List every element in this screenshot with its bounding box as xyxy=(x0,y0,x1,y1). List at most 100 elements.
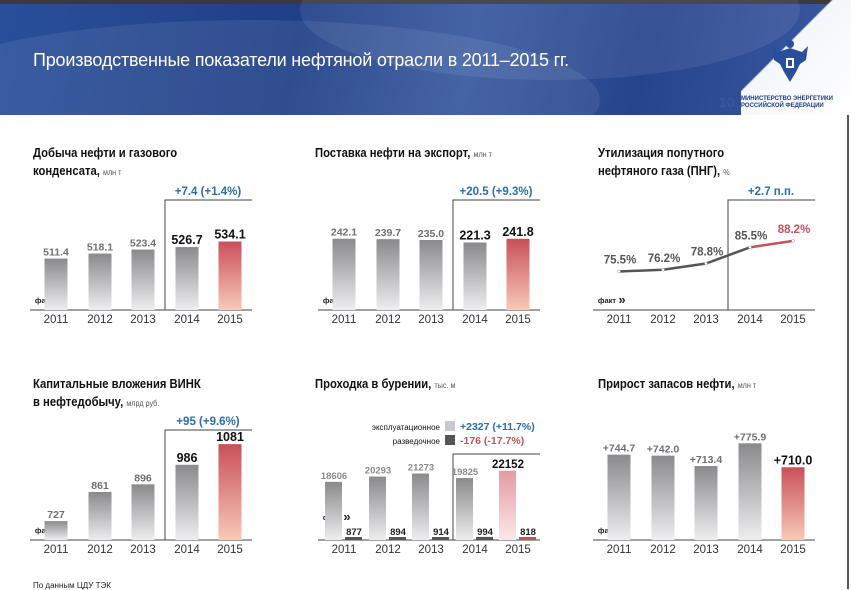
period-box-line xyxy=(452,453,540,540)
x-tick-label: 2011 xyxy=(332,314,357,326)
fact-arrow-icon: » xyxy=(618,292,625,307)
slide-header: Производственные показатели нефтяной отр… xyxy=(0,0,851,115)
data-label: 22152 xyxy=(492,459,524,471)
chart-4: 20112012201320142015факт»186068772029389… xyxy=(318,421,540,556)
x-tick-label: 2014 xyxy=(737,544,763,556)
title-line: в нефтедобычу, xyxy=(33,395,124,409)
x-tick-label: 2014 xyxy=(462,314,488,326)
bar-2012 xyxy=(88,491,112,540)
chart-title-apg-utilization: Утилизация попутного нефтяного газа (ПНГ… xyxy=(598,144,730,182)
x-tick-label: 2013 xyxy=(130,544,156,556)
data-label: 894 xyxy=(390,527,407,538)
data-point xyxy=(748,245,752,250)
x-tick-label: 2014 xyxy=(174,544,200,556)
data-label: 241.8 xyxy=(502,225,533,239)
bar-exploratory-2015 xyxy=(519,537,536,540)
data-label: 20293 xyxy=(365,466,391,477)
data-label: 914 xyxy=(433,527,450,538)
bar-exploratory-2011 xyxy=(345,537,362,540)
chart-title-oil-production: Добыча нефти и газового конденсата, млн … xyxy=(33,144,177,182)
x-tick-label: 2013 xyxy=(693,314,719,326)
title-line: Поставка нефти на экспорт, xyxy=(315,146,471,160)
data-label: +744.7 xyxy=(603,443,636,455)
bar-exploratory-2013 xyxy=(432,537,449,540)
data-label: 235.0 xyxy=(418,228,444,240)
unit-label: тыс. м xyxy=(434,381,456,390)
x-tick-label: 2015 xyxy=(505,314,531,326)
data-point xyxy=(661,268,665,272)
data-point xyxy=(617,269,621,274)
data-label: 861 xyxy=(91,480,109,492)
data-label: 239.7 xyxy=(375,227,401,239)
x-tick-label: 2014 xyxy=(737,314,763,326)
delta-label: +20.5 (+9.3%) xyxy=(460,186,533,198)
bar-production-2014 xyxy=(456,478,473,540)
unit-label: млн т xyxy=(103,168,122,177)
title-line: Капитальные вложения ВИНК xyxy=(33,377,201,391)
bar-2014 xyxy=(175,247,199,310)
series-line-fact xyxy=(618,246,751,273)
x-tick-label: 2015 xyxy=(217,544,243,556)
data-label: 21273 xyxy=(408,463,434,474)
x-tick-label: 2011 xyxy=(44,544,69,556)
data-point xyxy=(704,261,708,266)
bar-2012 xyxy=(88,253,112,310)
x-tick-label: 2015 xyxy=(780,314,806,326)
bar-production-2012 xyxy=(369,476,386,540)
x-tick-label: 2013 xyxy=(130,314,156,326)
data-label: 877 xyxy=(346,527,362,538)
data-label: +713.4 xyxy=(690,454,723,466)
delta-label: +2.7 п.п. xyxy=(748,186,794,198)
delta-label: +7.4 (+1.4%) xyxy=(175,186,242,198)
bar-2012 xyxy=(651,455,675,540)
title-line: Добыча нефти и газового xyxy=(33,146,178,160)
bar-2012 xyxy=(376,239,400,310)
title-line: нефтяного газа (ПНГ), xyxy=(598,164,721,178)
page-title: Производственные показатели нефтяной отр… xyxy=(33,50,569,70)
fact-label: факт xyxy=(598,526,616,535)
chart-title-drilling: Проходка в бурении, тыс. м xyxy=(315,375,455,395)
x-tick-label: 2015 xyxy=(217,314,243,326)
bar-2015 xyxy=(218,444,242,540)
data-label: 76.2% xyxy=(648,253,681,265)
data-label: 221.3 xyxy=(459,228,490,242)
period-box-line xyxy=(164,199,252,310)
data-label: 242.1 xyxy=(331,227,357,239)
bar-2015 xyxy=(781,467,805,540)
ministry-line-1: МИНИСТЕРСТВО ЭНЕРГЕТИКИ xyxy=(741,96,833,102)
data-label: 75.5% xyxy=(604,254,637,266)
right-border xyxy=(847,115,849,589)
title-line: конденсата, xyxy=(33,164,100,178)
data-label: 727 xyxy=(47,509,65,521)
bar-2011 xyxy=(332,238,356,310)
x-tick-label: 2015 xyxy=(505,544,531,556)
page-number: 10 xyxy=(719,94,735,110)
data-label: 986 xyxy=(177,451,198,465)
source-note: По данным ЦДУ ТЭК xyxy=(33,581,111,590)
data-label: +710.0 xyxy=(774,453,813,467)
bar-2014 xyxy=(738,443,762,540)
data-label: 85.5% xyxy=(735,230,768,242)
x-tick-label: 2012 xyxy=(650,544,676,556)
bar-2013 xyxy=(131,484,155,540)
data-point xyxy=(791,239,795,243)
chart-title-capex: Капитальные вложения ВИНК в нефтедобычу,… xyxy=(33,375,201,413)
legend-delta: +2327 (+11.7%) xyxy=(460,421,535,433)
data-label: 534.1 xyxy=(214,228,245,242)
x-tick-label: 2015 xyxy=(780,544,806,556)
period-box-line xyxy=(164,429,252,540)
data-label: 896 xyxy=(134,472,152,484)
legend-delta: -176 (-17.7%) xyxy=(460,435,524,447)
period-box-line xyxy=(727,199,815,310)
coat-of-arms-emblem-icon xyxy=(772,40,808,82)
data-label: 518.1 xyxy=(87,242,113,254)
unit-label: млрд руб. xyxy=(126,399,160,408)
bar-2013 xyxy=(694,466,718,540)
unit-label: млн т xyxy=(473,150,492,159)
data-label: +742.0 xyxy=(647,444,680,456)
fact-label: факт xyxy=(35,526,53,535)
bar-2015 xyxy=(506,238,530,310)
bar-2011 xyxy=(44,258,68,310)
bar-2011 xyxy=(607,454,631,540)
chart-0: +7.4 (+1.4%)20112012201320142015факт»511… xyxy=(30,186,252,326)
